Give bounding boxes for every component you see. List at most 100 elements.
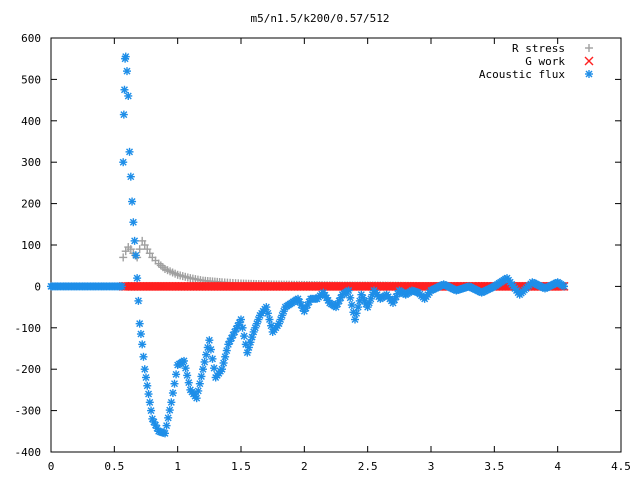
data-point <box>219 358 228 367</box>
data-point <box>205 336 214 345</box>
data-point <box>119 110 128 119</box>
data-point <box>167 398 176 407</box>
data-point <box>131 251 140 260</box>
data-point <box>249 327 258 336</box>
x-axis: 0 0.5 1 1.5 2 2.5 3 3.5 4 4.5 <box>48 38 631 473</box>
data-point <box>347 301 356 310</box>
data-point <box>140 241 149 249</box>
y-tick-label: 300 <box>21 156 41 169</box>
data-point <box>117 282 126 291</box>
data-point <box>237 315 245 324</box>
data-point <box>119 158 128 167</box>
y-tick-label: -300 <box>15 405 42 418</box>
y-tick-label: -200 <box>15 363 42 376</box>
x-tick-label: 4 <box>554 460 561 473</box>
data-point <box>144 390 153 399</box>
plot-frame <box>50 37 622 453</box>
y-tick-label: 400 <box>21 115 41 128</box>
data-point <box>199 365 207 374</box>
data-point <box>133 274 142 283</box>
data-point <box>126 172 135 181</box>
data-point <box>351 315 359 324</box>
data-point <box>560 282 568 291</box>
y-tick-label: -100 <box>15 322 42 335</box>
x-tick-label: 1 <box>174 460 181 473</box>
x-tick-label: 4.5 <box>611 460 631 473</box>
data-point <box>184 378 193 387</box>
data-point <box>262 303 271 312</box>
data-point <box>121 247 130 256</box>
data-point <box>352 309 361 318</box>
data-point <box>354 303 363 312</box>
y-tick-label: -400 <box>15 446 42 459</box>
legend-label: R stress <box>512 42 565 55</box>
data-point <box>170 379 179 388</box>
y-tick-label: 500 <box>21 73 41 86</box>
series-layer <box>47 52 569 438</box>
data-point <box>200 357 209 366</box>
data-point <box>346 293 355 302</box>
data-point <box>240 332 249 341</box>
legend-label: Acoustic flux <box>479 68 565 81</box>
legend-marker <box>585 44 593 52</box>
series-acoustic-flux <box>47 52 568 438</box>
data-point <box>123 67 131 76</box>
data-point <box>139 352 148 361</box>
data-point <box>194 386 203 395</box>
y-tick-label: 0 <box>34 280 41 293</box>
data-point <box>263 309 272 318</box>
data-point <box>206 345 215 354</box>
data-point <box>121 52 130 61</box>
data-point <box>119 253 128 262</box>
data-point <box>161 429 169 438</box>
data-point <box>145 249 154 258</box>
data-point <box>147 406 156 415</box>
legend-label: G work <box>525 55 565 68</box>
y-tick-label: 600 <box>21 32 41 45</box>
x-tick-label: 3 <box>428 460 435 473</box>
data-point <box>168 389 177 398</box>
y-tick-label: 200 <box>21 198 41 211</box>
data-point <box>389 298 397 307</box>
data-point <box>183 371 192 380</box>
y-tick-label: 100 <box>21 239 41 252</box>
data-point <box>164 413 173 422</box>
data-point <box>138 236 147 245</box>
x-tick-label: 0 <box>48 460 55 473</box>
data-point <box>126 245 135 254</box>
data-point <box>120 85 129 94</box>
data-point <box>138 340 147 349</box>
x-tick-label: 3.5 <box>484 460 504 473</box>
y-axis: -400 -300 -200 -100 0 100 200 300 400 500 600 <box>15 32 621 459</box>
data-point <box>135 245 144 254</box>
data-point <box>195 379 204 388</box>
data-point <box>134 296 143 305</box>
data-point <box>208 354 217 363</box>
x-tick-label: 0.5 <box>104 460 124 473</box>
data-point <box>145 398 154 407</box>
data-point <box>125 147 134 156</box>
chart-title: m5/n1.5/k200/0.57/512 <box>250 12 389 25</box>
data-point <box>172 370 181 379</box>
data-point <box>129 218 138 227</box>
data-point <box>135 319 144 328</box>
data-point <box>181 364 190 373</box>
x-tick-label: 1.5 <box>231 460 251 473</box>
data-point <box>165 406 174 415</box>
data-point <box>143 381 152 390</box>
data-point <box>180 356 188 365</box>
data-point <box>344 286 353 295</box>
data-point <box>192 394 201 403</box>
data-point <box>140 365 149 374</box>
x-tick-label: 2 <box>301 460 308 473</box>
data-point <box>136 330 145 339</box>
legend-marker <box>585 70 593 78</box>
data-point <box>143 245 152 254</box>
data-point <box>128 197 137 206</box>
data-point <box>142 373 150 382</box>
data-point <box>265 315 274 324</box>
data-point <box>221 352 230 361</box>
x-tick-label: 2.5 <box>358 460 378 473</box>
data-point <box>197 372 206 381</box>
